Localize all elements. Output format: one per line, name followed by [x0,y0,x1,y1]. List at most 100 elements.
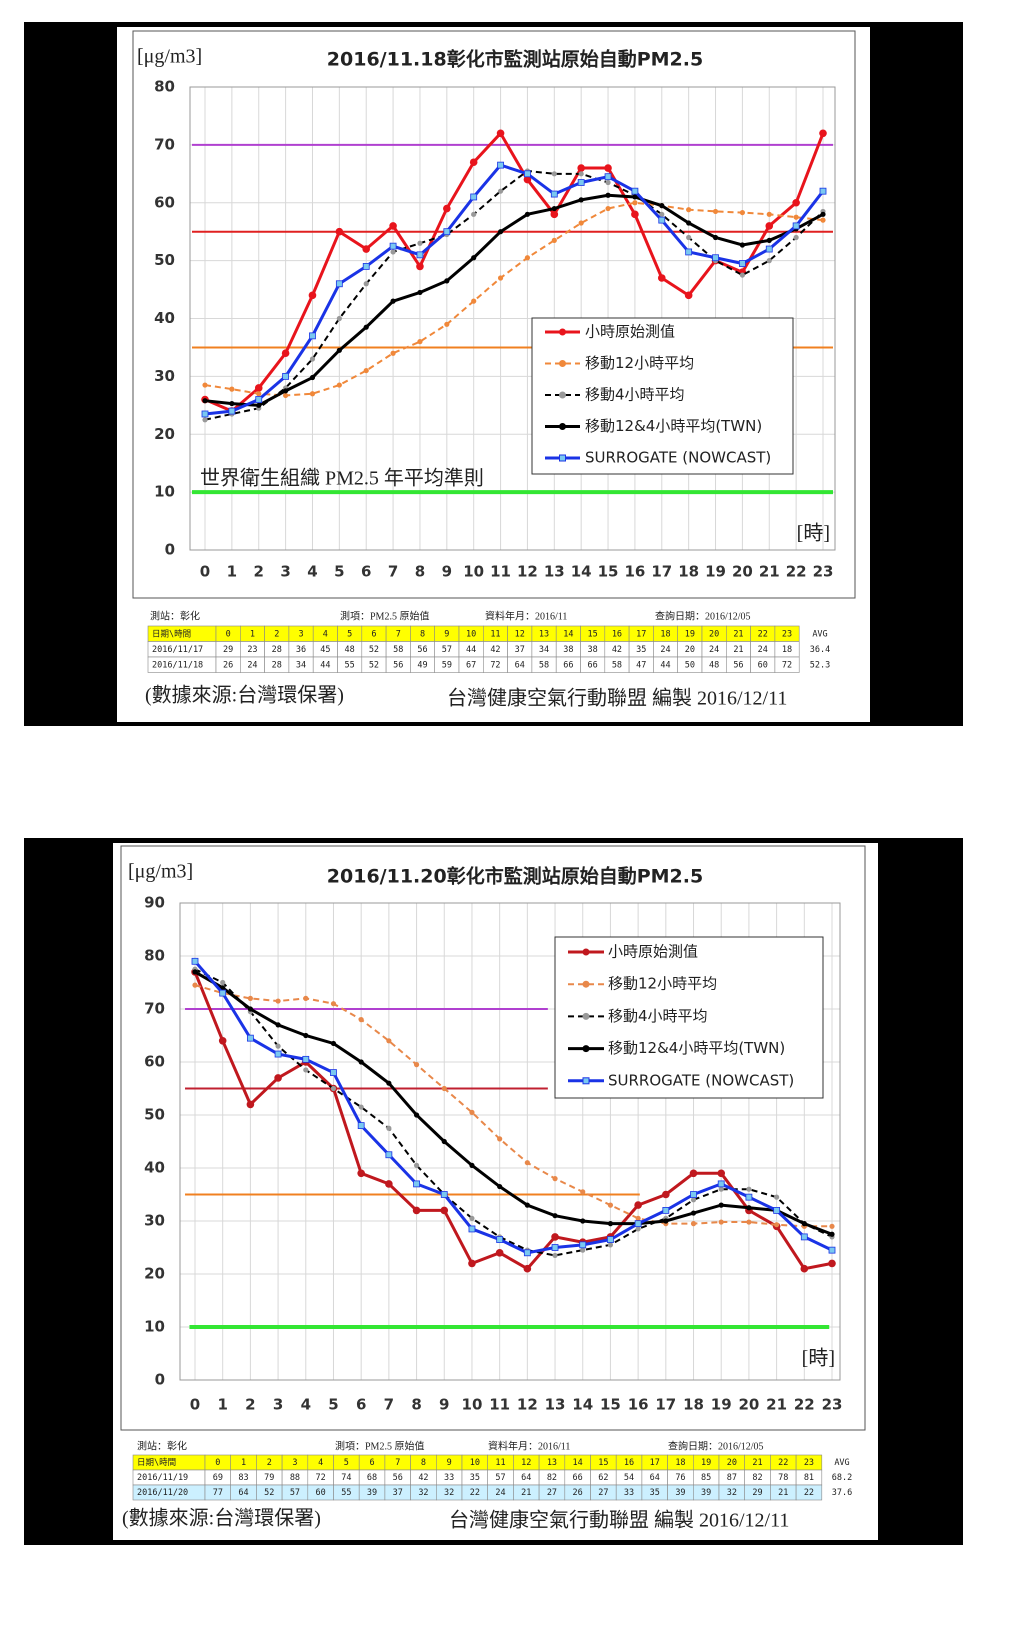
y-tick-label: 30 [154,367,175,385]
table-value: 42 [490,645,500,655]
table-value: 34 [539,645,549,655]
table-value: 60 [758,660,768,670]
table-value: 59 [442,660,452,670]
x-tick-label: 22 [786,563,807,581]
marker [551,171,557,177]
marker [634,1201,642,1209]
table-value: 42 [612,645,622,655]
marker [228,407,236,415]
credit-note: 台灣健康空氣行動聯盟 編製 2016/12/11 [447,687,787,710]
table-value: 21 [521,1488,531,1498]
marker [801,1221,807,1227]
series-line [204,163,825,416]
marker [363,324,369,330]
marker [773,1207,781,1214]
table-info: 查詢日期：2016/12/05 [655,609,751,622]
table-hour: 21 [752,1458,762,1468]
marker [362,245,371,253]
marker [229,386,235,392]
table-hour: 19 [685,629,695,639]
marker [550,210,559,219]
marker [800,1233,808,1241]
marker [440,1191,448,1198]
marker [496,1236,504,1243]
x-tick-label: 12 [517,563,538,581]
table-value: 24 [660,645,670,655]
marker [684,291,693,300]
marker [689,1169,698,1178]
marker [577,179,585,186]
marker [766,237,772,243]
marker [283,388,289,394]
marker [220,985,226,991]
marker [282,372,290,380]
marker [739,209,745,216]
marker [657,274,666,282]
marker [275,1022,281,1028]
table-hour: 20 [709,629,719,639]
marker [469,1162,475,1168]
marker [605,179,611,186]
marker [336,382,342,388]
table-hour: 9 [444,629,449,639]
table-value: 56 [417,645,427,655]
marker [739,272,745,278]
table-value: 82 [547,1473,557,1483]
table-value: 37 [515,645,525,655]
marker [389,242,397,250]
table-value: 49 [417,660,427,670]
table-value: 20 [685,645,695,655]
marker [413,1112,420,1118]
table-value: 56 [733,660,743,670]
marker [662,1207,670,1214]
legend-marker [582,980,590,988]
x-tick-label: 3 [273,1396,283,1414]
table-value: 24 [247,660,257,670]
marker [523,1264,532,1273]
marker [632,194,638,200]
y-axis-label: [μg/m3] [128,861,193,883]
y-tick-label: 0 [165,541,175,559]
marker [308,291,317,300]
series-line [204,201,824,397]
x-tick-label: 21 [766,1396,787,1414]
marker [718,1202,724,1208]
marker [746,1219,752,1225]
marker [774,1222,780,1228]
marker [659,203,665,209]
x-tick-label: 1 [217,1396,227,1414]
marker [659,211,665,217]
marker [718,1219,724,1225]
table-value: 54 [624,1473,634,1483]
x-tick-label: 15 [598,563,619,581]
marker [551,237,557,243]
marker [686,207,692,213]
series-line [194,970,833,1236]
table-value: 60 [316,1488,326,1498]
marker [819,187,827,195]
table-hour: 2 [274,629,279,639]
legend-label: 小時原始測值 [585,323,675,341]
legend-marker [582,1077,590,1085]
table-hour: 17 [650,1458,660,1468]
table-value: 69 [213,1473,223,1483]
marker [330,1001,337,1007]
table-hour: 15 [598,1458,608,1468]
table-value: 24 [709,645,719,655]
marker [497,275,504,281]
table-value: 33 [624,1488,634,1498]
table-value: 64 [521,1473,531,1483]
marker [686,220,692,226]
x-tick-label: 18 [683,1396,704,1414]
table-value: 72 [316,1473,326,1483]
marker [577,164,585,172]
y-tick-label: 50 [154,251,175,269]
table-date: 2016/11/20 [137,1488,188,1498]
table-hour: 15 [588,629,598,639]
marker [470,193,478,201]
table-date: 2016/11/18 [152,660,203,670]
marker [417,289,423,296]
table-hour: 13 [539,629,549,639]
table-hour: 10 [470,1458,480,1468]
table-hour: 8 [420,629,425,639]
